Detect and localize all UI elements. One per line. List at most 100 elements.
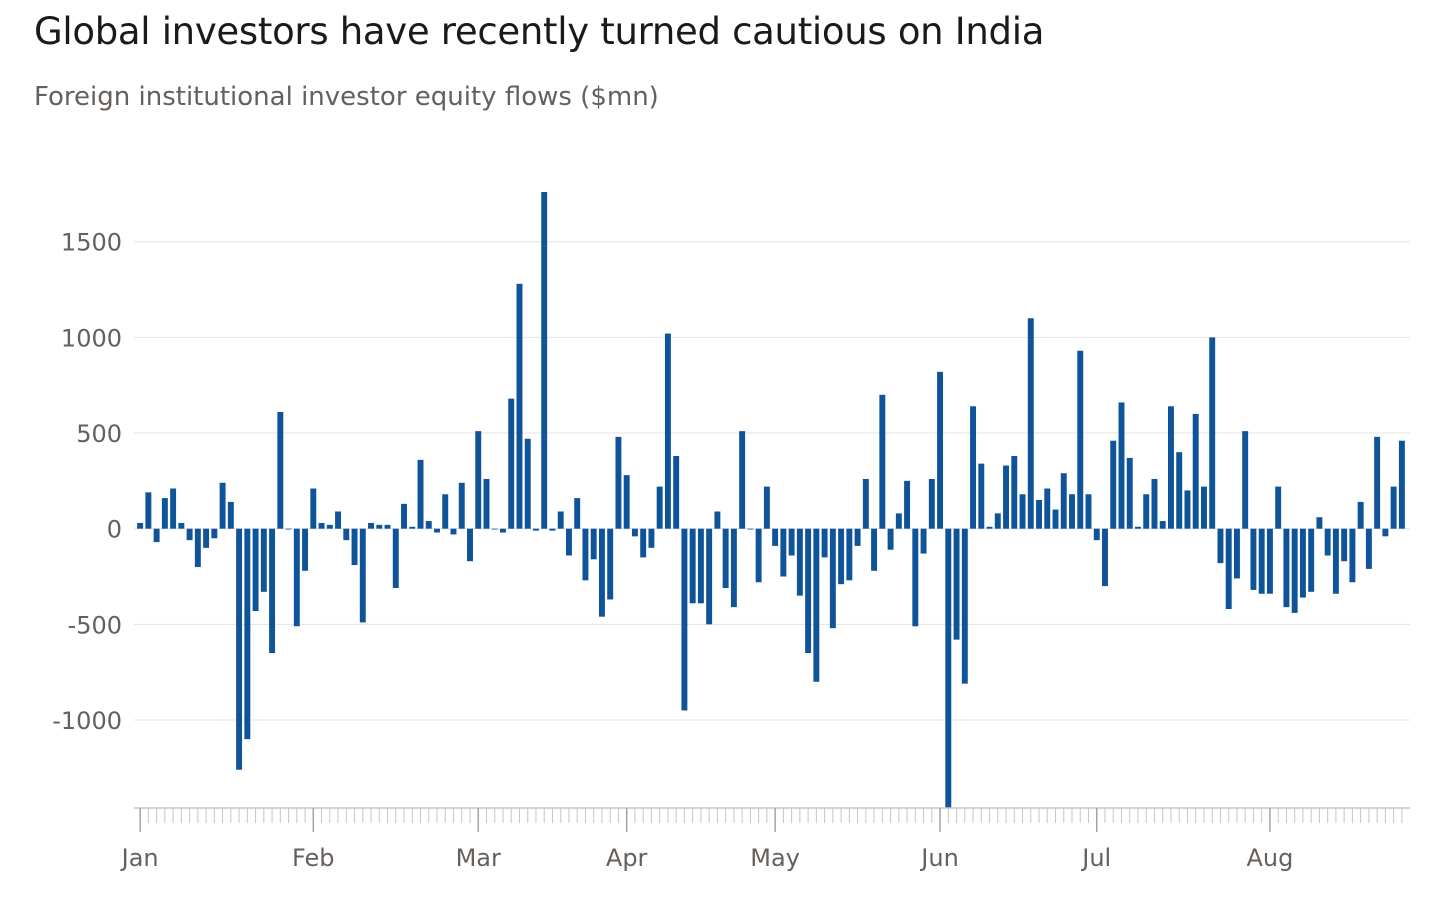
bar <box>1118 402 1125 529</box>
bar <box>532 528 539 531</box>
y-axis-labels: 1500 1000 500 0 -500 -1000 <box>52 229 122 735</box>
bar <box>1003 465 1010 529</box>
bar <box>1060 473 1067 529</box>
bar <box>1085 494 1092 529</box>
bar <box>937 371 944 529</box>
gridlines <box>134 241 1410 721</box>
bar <box>1390 486 1397 529</box>
bar <box>1052 509 1059 529</box>
bar <box>368 522 375 529</box>
x-tick-label: Jul <box>1080 844 1111 872</box>
bar <box>549 528 556 531</box>
bar <box>516 283 523 529</box>
bar <box>450 528 457 535</box>
bar <box>697 528 704 604</box>
bar <box>1200 486 1207 529</box>
bar <box>236 528 243 770</box>
y-tick-label: 0 <box>107 516 122 544</box>
bar <box>145 492 152 529</box>
bar <box>1357 501 1364 529</box>
bar <box>277 412 284 529</box>
bar <box>574 498 581 529</box>
bar <box>895 513 902 529</box>
bar <box>541 192 548 529</box>
bar <box>821 528 828 558</box>
bar <box>607 528 614 600</box>
bar <box>1151 478 1158 529</box>
bar <box>681 528 688 711</box>
x-tick-label: Feb <box>292 844 335 872</box>
bar <box>978 463 985 529</box>
bar <box>1365 528 1372 569</box>
x-tick-label: Jan <box>120 844 159 872</box>
bar <box>326 524 333 529</box>
bar <box>1077 350 1084 529</box>
bar <box>417 459 424 529</box>
x-tick-label: Jun <box>919 844 959 872</box>
bar <box>401 503 407 529</box>
y-tick-label: 500 <box>76 420 122 448</box>
bar <box>178 522 185 529</box>
bar <box>557 511 564 529</box>
bar <box>846 528 853 581</box>
bar <box>722 528 729 588</box>
bar <box>739 431 746 529</box>
bar <box>269 528 276 654</box>
bar <box>953 528 960 640</box>
bar <box>1217 528 1224 564</box>
bar <box>1036 500 1042 529</box>
bar <box>285 528 292 530</box>
bar <box>912 528 919 627</box>
bar <box>1102 528 1108 587</box>
bar <box>565 528 572 556</box>
bar <box>219 482 226 529</box>
bar <box>1341 528 1348 562</box>
bar <box>689 528 696 604</box>
bar <box>1291 528 1298 613</box>
bar <box>310 488 317 529</box>
bar <box>186 528 193 541</box>
bar <box>153 528 160 543</box>
bar <box>1266 528 1273 594</box>
y-tick-label: -500 <box>68 611 122 639</box>
bar <box>161 498 168 529</box>
y-tick-label: 1500 <box>61 229 122 257</box>
bar <box>673 456 680 529</box>
bar <box>343 528 350 541</box>
bar <box>582 528 589 581</box>
bar <box>1209 337 1216 529</box>
bar <box>1192 413 1199 529</box>
bar <box>796 528 803 596</box>
bar <box>598 528 605 617</box>
bar <box>994 513 1001 529</box>
bar <box>1316 517 1323 529</box>
bar <box>467 528 473 562</box>
bar <box>1332 528 1339 594</box>
bar <box>1250 528 1257 590</box>
bar <box>829 528 836 629</box>
bar <box>1126 457 1133 529</box>
bar <box>170 488 177 529</box>
bar <box>442 494 449 529</box>
bar <box>862 478 869 529</box>
bar <box>656 486 663 529</box>
bar <box>244 528 251 740</box>
bar <box>508 398 515 529</box>
bar <box>648 528 655 548</box>
bar <box>920 528 927 554</box>
bar <box>1233 528 1240 579</box>
bar <box>730 528 737 608</box>
bar <box>1044 488 1051 529</box>
bar <box>871 528 878 571</box>
bar <box>664 333 671 529</box>
bar <box>813 528 820 682</box>
bar <box>714 511 721 529</box>
chart-subtitle: Foreign institutional investor equity fl… <box>34 82 659 112</box>
bar <box>1324 528 1331 556</box>
bar <box>1382 528 1389 537</box>
bar <box>203 528 210 548</box>
bar <box>1258 528 1265 594</box>
bar <box>500 528 506 533</box>
bar <box>1308 528 1315 592</box>
bar <box>1349 528 1356 583</box>
